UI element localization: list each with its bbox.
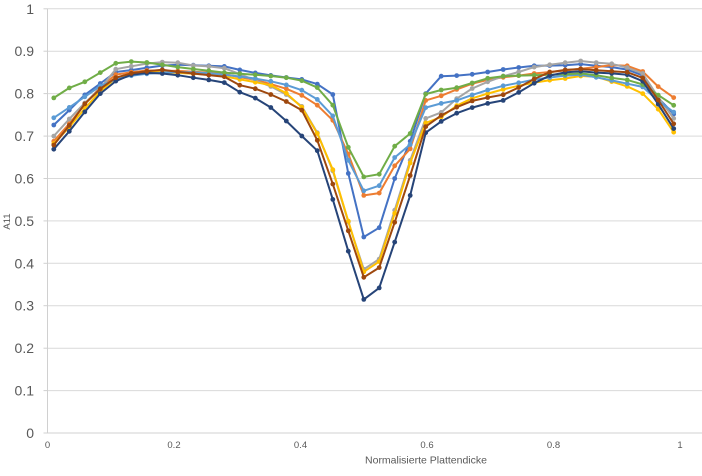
svg-text:0.3: 0.3 <box>15 298 35 314</box>
svg-text:0: 0 <box>45 440 50 451</box>
svg-text:0.5: 0.5 <box>15 213 35 229</box>
svg-text:0.4: 0.4 <box>15 255 35 271</box>
svg-text:1: 1 <box>26 1 34 17</box>
svg-text:0.6: 0.6 <box>420 440 433 451</box>
svg-text:0.2: 0.2 <box>167 440 180 451</box>
svg-text:Normalisierte Plattendicke: Normalisierte Plattendicke <box>365 455 487 467</box>
svg-text:0.1: 0.1 <box>15 383 35 399</box>
svg-text:A11: A11 <box>2 213 13 229</box>
svg-text:0.4: 0.4 <box>294 440 307 451</box>
svg-text:0: 0 <box>26 425 34 441</box>
svg-text:0.7: 0.7 <box>15 128 35 144</box>
svg-text:0.8: 0.8 <box>15 86 35 102</box>
svg-text:0.8: 0.8 <box>547 440 560 451</box>
svg-text:0.2: 0.2 <box>15 340 35 356</box>
svg-text:0.6: 0.6 <box>15 171 35 187</box>
svg-text:1: 1 <box>677 440 682 451</box>
svg-text:0.9: 0.9 <box>15 43 35 59</box>
